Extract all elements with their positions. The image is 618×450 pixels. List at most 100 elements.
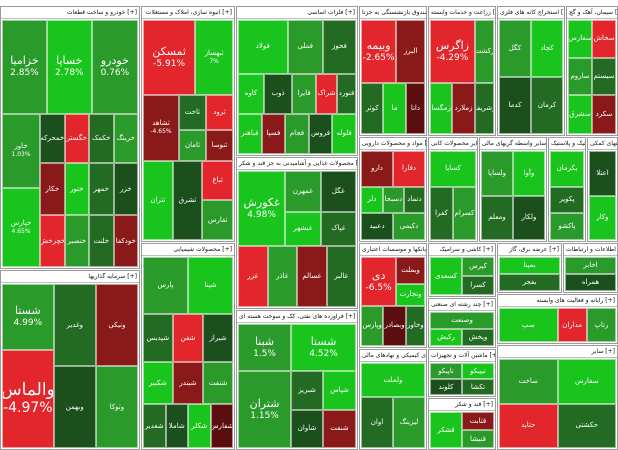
stock-tile[interactable]: قثابت: [462, 412, 494, 430]
stock-tile[interactable]: ولملت: [361, 363, 425, 397]
sector-title[interactable]: فلزات اساسی [+]: [237, 7, 357, 19]
stock-tile[interactable]: غسالم: [297, 245, 327, 307]
stock-tile[interactable]: قنیشا: [462, 430, 494, 448]
stock-tile[interactable]: شپنا: [188, 257, 233, 315]
stock-tile[interactable]: دانا: [405, 82, 425, 134]
stock-tile[interactable]: وصنعت: [430, 312, 494, 329]
stock-tile[interactable]: زاگرس -4.29%: [430, 20, 475, 83]
stock-tile[interactable]: غالبر: [326, 245, 356, 307]
stock-tile[interactable]: خزامیا 2.85%: [2, 20, 47, 114]
stock-tile[interactable]: فلوله: [332, 113, 356, 154]
sector-s9[interactable]: مواد و محصولات دارویی [+] دارو دفارا دلر دسب…: [359, 137, 427, 242]
stock-tile[interactable]: ثشرق: [172, 160, 203, 240]
stock-tile[interactable]: وبهمن: [53, 366, 96, 448]
stock-tile[interactable]: مداران: [557, 308, 587, 342]
stock-tile[interactable]: شبندر: [172, 362, 204, 405]
sector-s19[interactable]: چند رشته ای صنعتی [+] وصنعت رکیش وپخش: [428, 298, 496, 348]
stock-tile[interactable]: اعتلا: [589, 151, 616, 196]
sector-title[interactable]: محصولات غذایی و آشامیدنی به جز قند و شکر…: [237, 158, 357, 170]
sector-s8[interactable]: محصولات غذایی و آشامیدنی به جز قند و شکر…: [236, 157, 358, 309]
stock-tile[interactable]: خودرو 0.76%: [91, 20, 138, 114]
stock-tile[interactable]: پکویر: [550, 186, 584, 214]
sector-title[interactable]: خودرو و ساخت قطعات [+]: [1, 7, 139, 19]
sector-s3[interactable]: فلزات اساسی [+] فولاد فملی فخوز کاوه ذوب فایرا…: [236, 6, 358, 156]
stock-tile[interactable]: غکورش 4.98%: [238, 171, 286, 246]
sector-s18[interactable]: فراورده های نفتی، کک و سوخت هسته ای [+] ش…: [236, 310, 358, 450]
stock-tile[interactable]: وخاور: [405, 305, 425, 346]
stock-tile[interactable]: دتماد: [403, 186, 425, 214]
stock-tile[interactable]: ثباغ: [202, 160, 233, 201]
sector-s25[interactable]: قند و شکر [+] قشکر قثابت قنیشا: [428, 398, 496, 450]
stock-tile[interactable]: ولکار: [513, 195, 545, 240]
sector-title[interactable]: انبوه سازی، املاک و مستغلات [+]: [142, 7, 234, 19]
stock-tile[interactable]: کساپا: [430, 151, 476, 187]
sector-s16[interactable]: سرمایه گذاریها [+] شستا 4.99% والماس -4.97% و…: [0, 270, 140, 450]
stock-tile[interactable]: بمپنا: [499, 257, 560, 274]
stock-tile[interactable]: رتاپ: [586, 308, 616, 342]
stock-tile[interactable]: فولاد: [238, 20, 288, 74]
stock-tile[interactable]: زملارد: [452, 82, 475, 134]
stock-tile[interactable]: شبنا 1.5%: [238, 324, 292, 372]
stock-tile[interactable]: کسعدی: [430, 257, 462, 295]
stock-tile[interactable]: سکرد: [592, 95, 616, 134]
stock-tile[interactable]: غزر: [238, 245, 268, 307]
stock-tile[interactable]: شنفت: [203, 362, 233, 405]
stock-tile[interactable]: شپدیس: [143, 314, 173, 363]
sector-s10[interactable]: سایر محصولات کانی [+] کساپا کفرا کسرام: [428, 137, 478, 242]
stock-tile[interactable]: وآوا: [513, 151, 545, 196]
stock-tile[interactable]: شاملا: [165, 404, 188, 448]
stock-tile[interactable]: خکار: [40, 163, 65, 216]
stock-tile[interactable]: حتاید: [499, 403, 558, 448]
sector-title[interactable]: زراعت و خدمات وابسته [+]: [429, 7, 495, 19]
stock-tile[interactable]: سفارس: [557, 359, 616, 404]
stock-tile[interactable]: شبریز: [291, 371, 323, 410]
stock-tile[interactable]: شراک: [315, 73, 338, 114]
stock-tile[interactable]: اوان: [361, 397, 393, 448]
stock-tile[interactable]: ذوب: [263, 73, 293, 114]
stock-tile[interactable]: خمهر: [89, 163, 114, 216]
stock-tile[interactable]: خچرخش: [40, 215, 65, 267]
sector-s14[interactable]: بانکها و موسسات اعتباری [+]دی-6.5%وبملتو…: [359, 243, 427, 348]
stock-tile[interactable]: کاوه: [238, 73, 264, 114]
sector-title[interactable]: بیمه وصندوق بازنشستگی به جزتا [+]: [360, 7, 426, 19]
stock-tile[interactable]: همراه: [565, 274, 616, 291]
stock-tile[interactable]: شپاس: [322, 371, 356, 410]
sector-s11[interactable]: سایر واسطه گریهای مالی [+] ولساپا وآوا ومعل…: [479, 137, 547, 242]
stock-tile[interactable]: شستا 4.52%: [291, 324, 356, 372]
sector-s22[interactable]: رایانه و فعالیت های وابسته [+] سپ مداران رت…: [497, 294, 618, 344]
stock-tile[interactable]: شکبیر: [143, 362, 173, 405]
sector-s2[interactable]: انبوه سازی، املاک و مستغلات [+] ثمسکن -5.9…: [141, 6, 235, 242]
stock-tile[interactable]: شاوان: [291, 409, 323, 448]
stock-tile[interactable]: خکمک: [89, 113, 114, 164]
stock-tile[interactable]: والماس -4.97%: [2, 349, 54, 448]
sector-title[interactable]: سیمان، آهک و گچ [+]: [567, 7, 617, 19]
stock-tile[interactable]: زشریف: [474, 82, 494, 134]
stock-tile[interactable]: ومعلم: [481, 195, 513, 240]
sector-s21[interactable]: اطلاعات و ارتباطات [+] اخابر همراه: [563, 243, 618, 293]
stock-tile[interactable]: شفارس: [210, 404, 233, 448]
stock-tile[interactable]: کگل: [499, 20, 531, 77]
sector-s4[interactable]: بیمه وصندوق بازنشستگی به جزتا [+]وبیمه-2…: [359, 6, 427, 136]
sector-s5[interactable]: زراعت و خدمات وابسته [+]زاگرس-4.29%زکشتز…: [428, 6, 496, 136]
sector-s1[interactable]: خودرو و ساخت قطعات [+] خودرو 0.76% خساپا 2.7…: [0, 6, 140, 269]
stock-tile[interactable]: وتجارت: [396, 283, 425, 306]
stock-tile[interactable]: سپ: [499, 308, 558, 342]
stock-tile[interactable]: وتوکا: [95, 366, 138, 448]
stock-tile[interactable]: شکلر: [188, 404, 211, 448]
sector-title[interactable]: بانکها و موسسات اعتباری [+]: [360, 244, 426, 256]
stock-tile[interactable]: کرمان: [531, 77, 563, 134]
stock-tile[interactable]: کپرس: [462, 257, 494, 276]
stock-tile[interactable]: غبشهر: [285, 211, 321, 246]
sector-title[interactable]: شرکتهای کیمیکی و نهادهای مالی [+]: [360, 350, 426, 362]
stock-tile[interactable]: غمهرن: [285, 171, 321, 212]
stock-tile[interactable]: وپارس: [361, 305, 384, 346]
sector-title[interactable]: عرضه برق، گاز [+]: [498, 244, 561, 256]
stock-tile[interactable]: تاپیکو: [430, 363, 462, 379]
sector-s24[interactable]: ماشین آلات و تجهیزات [+] تاپیکو تیپیکو کلون…: [428, 349, 496, 397]
sector-s17[interactable]: محصولات شیمیایی [+] پارس شپنا شپدیس شفن شیراز…: [141, 243, 235, 450]
stock-tile[interactable]: دفارا: [393, 151, 425, 187]
stock-tile[interactable]: زمگسا: [430, 82, 453, 134]
stock-tile[interactable]: وبصادر: [383, 305, 406, 346]
